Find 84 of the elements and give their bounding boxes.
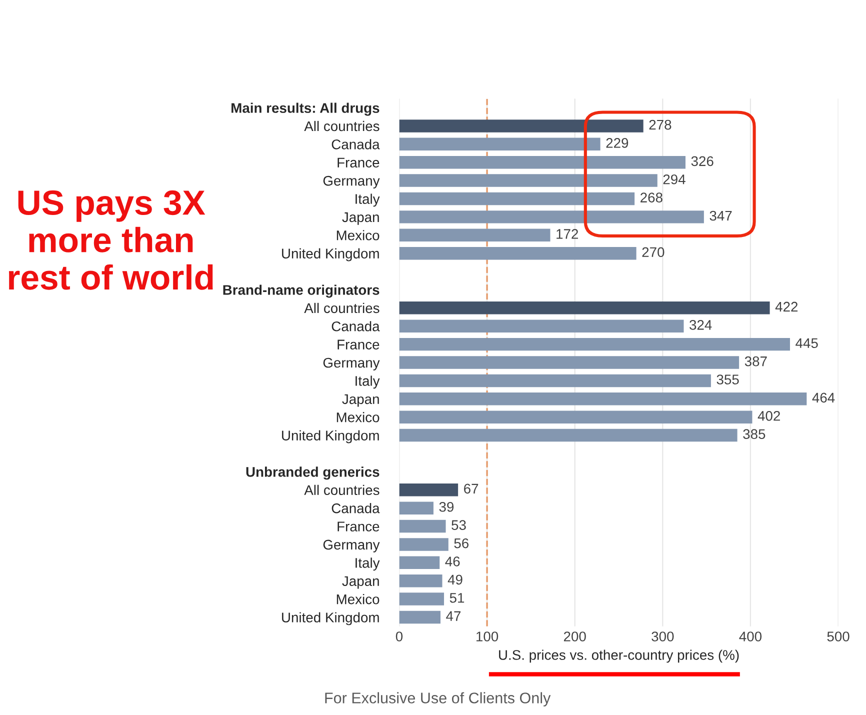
bar — [399, 120, 644, 132]
x-tick-label: 500 — [827, 632, 850, 642]
bar — [399, 592, 444, 606]
data-label: 229 — [606, 138, 628, 148]
data-label: 51 — [450, 593, 464, 603]
x-tick-label: 100 — [476, 632, 498, 642]
y-tick-label: Mexico — [336, 594, 380, 604]
y-tick-label: Japan — [342, 212, 379, 225]
y-tick-label: Italy — [356, 376, 380, 389]
x-tick-label: 300 — [652, 632, 674, 642]
bar — [399, 320, 684, 332]
y-tick-label: Main results: All drugs — [232, 102, 380, 116]
bar — [399, 428, 738, 442]
y-tick-label: Italy — [356, 194, 380, 207]
y-tick-label: Mexico — [336, 412, 380, 422]
y-tick-label: United Kingdom — [282, 430, 379, 444]
bar — [399, 210, 704, 224]
data-label: 46 — [445, 556, 460, 566]
bar — [399, 538, 448, 551]
data-label: 324 — [690, 320, 712, 330]
bar — [399, 246, 636, 260]
y-tick-label: France — [338, 340, 380, 350]
data-label: 268 — [640, 192, 662, 202]
bar — [399, 174, 658, 187]
data-label: 347 — [710, 210, 732, 221]
y-tick-label: All countries — [304, 120, 380, 132]
x-tick-label: 0 — [396, 632, 403, 642]
text: For Exclusive Use of Clients Only — [325, 692, 551, 706]
data-label: 47 — [446, 611, 461, 621]
bar — [399, 484, 458, 496]
data-label: 270 — [642, 247, 664, 258]
data-label: 53 — [452, 520, 466, 530]
bar — [399, 156, 686, 169]
y-tick-label: Japan — [342, 394, 379, 407]
bar — [399, 520, 446, 533]
data-label: 294 — [663, 174, 686, 184]
bar — [399, 138, 600, 151]
data-label: 326 — [691, 156, 714, 166]
y-tick-label: France — [338, 522, 380, 532]
y-tick-label: Unbranded generics — [246, 466, 380, 480]
bar — [399, 192, 635, 206]
x-tick-label: 400 — [739, 632, 762, 642]
bar — [399, 556, 440, 570]
y-tick-label: Brand-name originators — [223, 284, 380, 298]
y-tick-label: Canada — [332, 139, 380, 150]
data-label: 67 — [464, 484, 478, 494]
bar — [399, 302, 770, 314]
y-tick-label: Germany — [323, 540, 380, 552]
y-tick-label: All countries — [304, 484, 380, 496]
bar — [399, 610, 440, 624]
bar — [399, 338, 790, 351]
data-label: 39 — [439, 502, 454, 512]
bar — [399, 392, 807, 406]
bar — [399, 356, 740, 369]
data-label: 445 — [796, 338, 818, 348]
bar — [399, 502, 434, 514]
bar — [399, 574, 442, 588]
y-tick-label: France — [338, 158, 380, 168]
data-label: 355 — [716, 374, 739, 384]
y-tick-label: Germany — [323, 358, 380, 370]
y-tick-label: Italy — [356, 558, 380, 571]
y-tick-label: Mexico — [336, 230, 380, 240]
y-tick-label: Canada — [332, 321, 380, 332]
x-tick-label: 200 — [564, 632, 586, 642]
y-tick-label: All countries — [304, 302, 380, 314]
data-label: 172 — [556, 229, 578, 239]
text: US pays 3X more than rest of world — [8, 190, 213, 290]
data-label: 422 — [775, 302, 798, 312]
bar — [399, 410, 752, 424]
data-label: 49 — [448, 574, 462, 585]
data-label: 387 — [744, 356, 767, 366]
data-label: 402 — [758, 410, 780, 421]
y-tick-label: Japan — [342, 576, 379, 589]
data-label: 56 — [454, 538, 469, 548]
x-axis-title: U.S. prices vs. other-country prices (%) — [499, 650, 739, 663]
data-label: 385 — [743, 429, 766, 440]
data-label: 464 — [812, 392, 835, 403]
y-tick-label: Germany — [323, 176, 380, 188]
bar — [399, 228, 550, 242]
y-tick-label: United Kingdom — [282, 248, 379, 262]
bar — [399, 374, 711, 388]
y-tick-label: United Kingdom — [282, 612, 379, 626]
data-label: 278 — [649, 120, 672, 130]
y-tick-label: Canada — [332, 503, 380, 514]
